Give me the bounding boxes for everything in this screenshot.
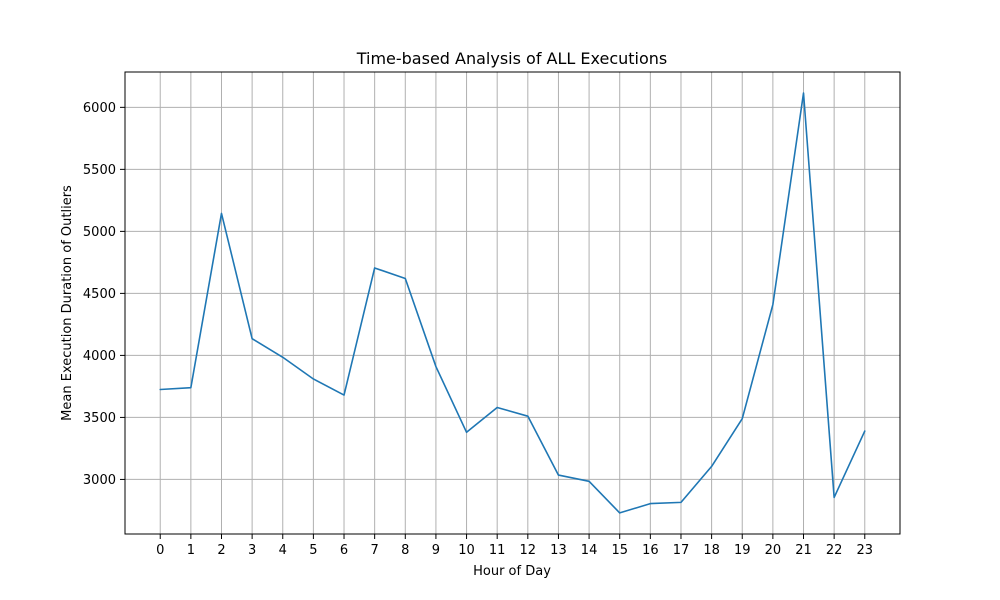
x-tick-label: 9 (432, 543, 440, 558)
x-tick-label: 23 (856, 543, 873, 558)
x-tick-label: 2 (217, 543, 225, 558)
x-tick-label: 21 (795, 543, 812, 558)
x-tick-label: 6 (340, 543, 348, 558)
x-tick-label: 3 (248, 543, 256, 558)
y-tick-label: 6000 (83, 101, 116, 116)
x-tick-label: 5 (309, 543, 317, 558)
plot-frame (124, 71, 901, 535)
x-tick-label: 15 (611, 543, 628, 558)
x-tick-label: 19 (734, 543, 751, 558)
x-tick-label: 4 (279, 543, 287, 558)
x-axis-ticks: 0 1 2 3 4 5 6 7 8 9 10 11 12 13 14 15 16 17 18 19 20 21 22 23 (156, 534, 873, 558)
y-tick-label: 4500 (83, 287, 116, 302)
x-tick-label: 11 (489, 543, 506, 558)
series-line-0 (159, 92, 866, 514)
x-tick-label: 1 (187, 543, 195, 558)
y-tick-label: 3500 (83, 411, 116, 426)
x-tick-label: 20 (765, 543, 782, 558)
x-tick-label: 16 (642, 543, 659, 558)
x-tick-label: 10 (458, 543, 475, 558)
x-tick-label: 7 (371, 543, 379, 558)
x-tick-label: 18 (703, 543, 720, 558)
y-tick-label: 4000 (83, 349, 116, 364)
y-tick-label: 3000 (83, 473, 116, 488)
x-tick-label: 8 (401, 543, 409, 558)
chart-title: Time-based Analysis of ALL Executions (356, 49, 668, 68)
x-tick-label: 12 (520, 543, 537, 558)
y-axis-label: Mean Execution Duration of Outliers (60, 185, 75, 421)
y-tick-label: 5000 (83, 225, 116, 240)
x-tick-label: 13 (550, 543, 567, 558)
x-tick-label: 0 (156, 543, 164, 558)
x-axis-label: Hour of Day (473, 564, 551, 579)
y-tick-label: 5500 (83, 163, 116, 178)
x-tick-label: 22 (826, 543, 843, 558)
grid-lines (125, 72, 900, 534)
x-tick-label: 17 (673, 543, 690, 558)
y-axis-ticks: 3000 3500 4000 4500 5000 5500 6000 (83, 101, 125, 488)
series-layer (159, 92, 866, 514)
x-tick-label: 14 (581, 543, 598, 558)
